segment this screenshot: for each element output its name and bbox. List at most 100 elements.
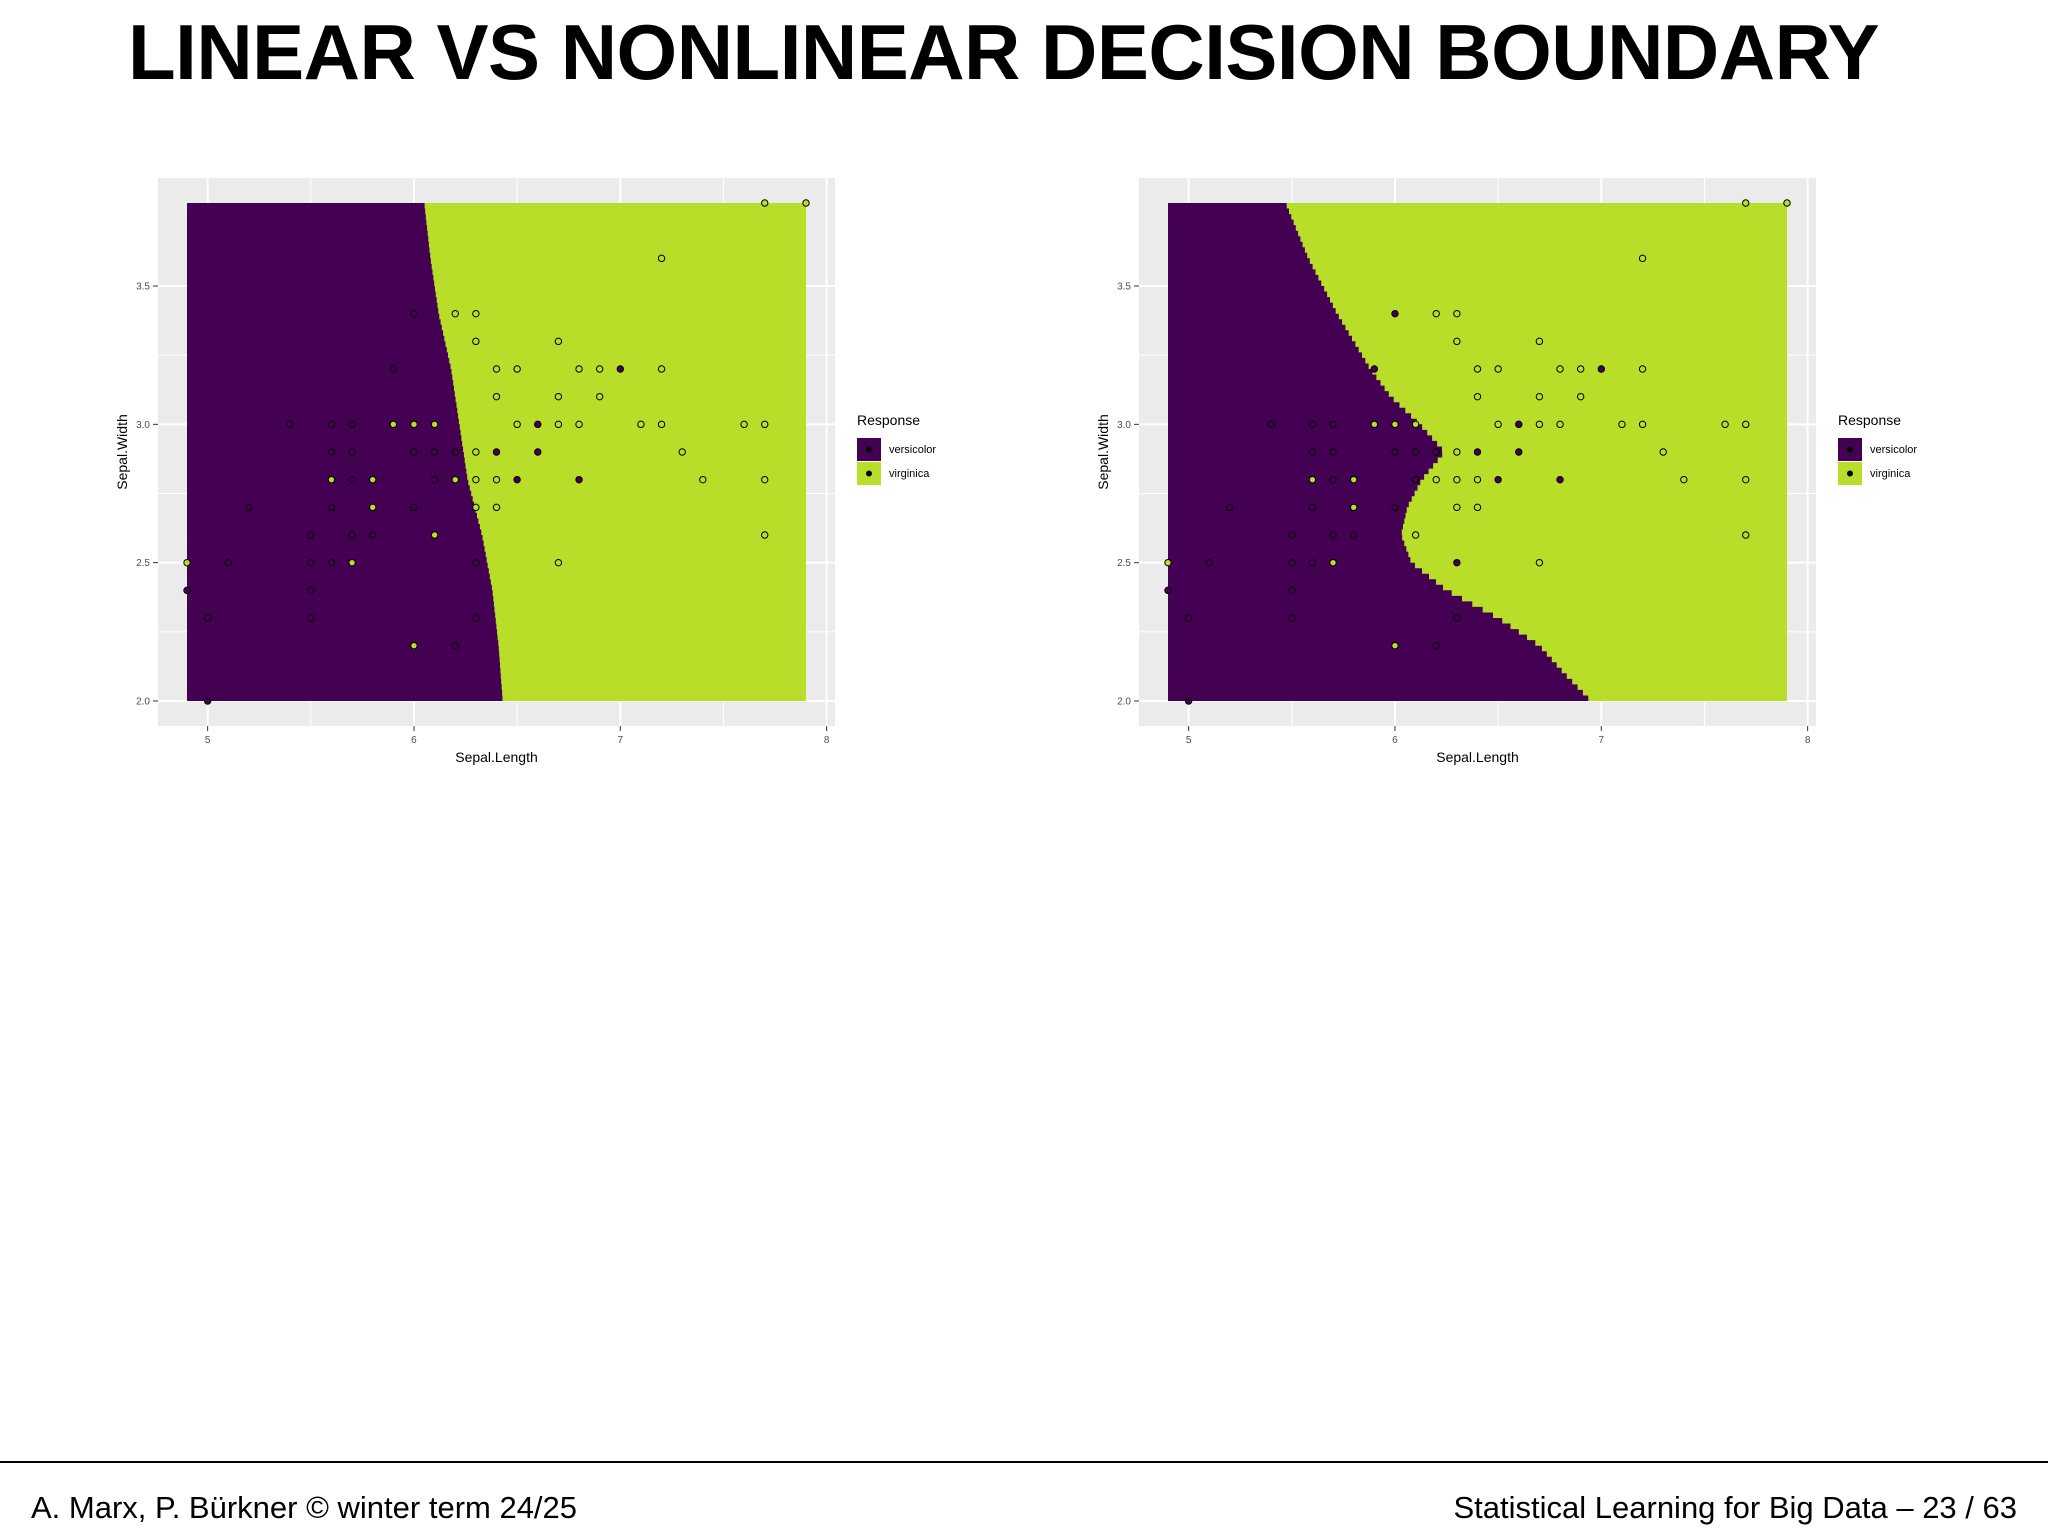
- x-tick-label: 8: [824, 735, 830, 746]
- data-point-versicolor: [203, 697, 212, 705]
- legend-title: Response: [857, 412, 920, 428]
- nonlinear-boundary-plot: 5 6 7 8 2.0 2.5 3.0 3.5 Sepal.Length Sepal.Width R…: [1081, 150, 1961, 790]
- data-point-versicolor: [1288, 531, 1296, 539]
- data-point-virginica: [472, 448, 480, 456]
- slide-title: LINEAR VS NONLINEAR DECISION BOUNDARY: [128, 8, 1880, 96]
- data-point-virginica: [1432, 309, 1440, 318]
- data-point-virginica: [1494, 365, 1502, 373]
- data-point-virginica: [637, 420, 645, 429]
- data-point-virginica: [410, 641, 418, 650]
- data-point-versicolor: [1494, 475, 1502, 484]
- legend-item-versicolor: versicolor: [1838, 438, 1917, 461]
- footer-authors: A. Marx, P. Bürkner © winter term 24/25: [31, 1490, 578, 1525]
- legend-label-virginica: virginica: [1870, 468, 1911, 480]
- data-point-virginica: [1308, 475, 1317, 484]
- y-tick-label: 3.0: [136, 420, 150, 431]
- data-point-versicolor: [327, 503, 336, 512]
- data-point-virginica: [1535, 392, 1544, 401]
- data-point-versicolor: [307, 558, 315, 567]
- data-point-virginica: [1535, 420, 1544, 429]
- data-point-versicolor: [203, 614, 212, 622]
- data-point-virginica: [1680, 475, 1688, 484]
- y-tick-label: 3.5: [1117, 282, 1131, 293]
- x-tick-label: 8: [1805, 735, 1811, 746]
- y-axis-title: Sepal.Width: [1095, 414, 1111, 489]
- data-point-virginica: [513, 420, 521, 429]
- data-point-virginica: [430, 531, 439, 539]
- data-point-virginica: [1432, 475, 1440, 484]
- data-point-virginica: [1350, 475, 1358, 484]
- data-point-virginica: [554, 392, 563, 401]
- legend-label-versicolor: versicolor: [889, 444, 936, 456]
- data-point-versicolor: [1308, 503, 1317, 512]
- data-point-virginica: [761, 199, 769, 207]
- data-point-versicolor: [1515, 420, 1523, 429]
- data-point-versicolor: [327, 420, 336, 429]
- data-point-versicolor: [1411, 475, 1420, 484]
- data-point-virginica: [1453, 448, 1461, 456]
- legend: Response versicolor virginica: [1838, 412, 1917, 485]
- data-point-versicolor: [430, 475, 439, 484]
- legend-key-point: [1847, 446, 1853, 453]
- data-point-versicolor: [1391, 309, 1399, 318]
- data-point-virginica: [802, 199, 810, 207]
- data-point-versicolor: [369, 531, 377, 539]
- legend-key-point: [1847, 470, 1853, 477]
- data-point-versicolor: [307, 586, 315, 595]
- data-point-versicolor: [348, 420, 356, 429]
- data-point-virginica: [761, 475, 769, 484]
- data-point-versicolor: [472, 614, 480, 622]
- data-point-virginica: [657, 254, 666, 263]
- data-point-virginica: [348, 558, 356, 567]
- data-point-virginica: [678, 448, 686, 456]
- data-point-versicolor: [410, 503, 418, 512]
- data-point-versicolor: [307, 531, 315, 539]
- data-point-versicolor: [1329, 420, 1337, 429]
- data-point-virginica: [1659, 448, 1667, 456]
- data-point-versicolor: [1391, 503, 1399, 512]
- data-point-versicolor: [1308, 448, 1317, 456]
- data-point-virginica: [451, 309, 459, 318]
- data-point-versicolor: [1308, 558, 1317, 567]
- data-point-virginica: [554, 558, 563, 567]
- linear-boundary-chart: 5 6 7 8 2.0 2.5 3.0 3.5 Sepal.Length Sepal.Width R…: [114, 178, 936, 765]
- legend-key-point: [866, 470, 872, 477]
- data-point-virginica: [554, 337, 563, 346]
- data-point-virginica: [1473, 392, 1482, 401]
- data-point-virginica: [389, 420, 398, 429]
- x-tick-label: 5: [205, 735, 211, 746]
- data-point-versicolor: [534, 448, 542, 456]
- data-point-virginica: [369, 503, 377, 512]
- data-point-virginica: [369, 475, 377, 484]
- data-point-versicolor: [1453, 614, 1461, 622]
- y-tick-label: 2.0: [1117, 697, 1131, 708]
- data-point-versicolor: [389, 365, 398, 373]
- x-axis-title: Sepal.Length: [455, 749, 538, 765]
- data-point-versicolor: [410, 448, 418, 456]
- data-point-versicolor: [1411, 448, 1420, 456]
- data-point-virginica: [1473, 475, 1482, 484]
- data-point-versicolor: [492, 448, 501, 456]
- data-point-virginica: [1556, 365, 1564, 373]
- data-point-virginica: [492, 392, 501, 401]
- data-point-versicolor: [1391, 448, 1399, 456]
- y-tick-label: 3.5: [136, 282, 150, 293]
- y-axis-title: Sepal.Width: [114, 414, 130, 489]
- data-point-versicolor: [1329, 475, 1337, 484]
- versicolor-region: [1168, 203, 1589, 701]
- data-point-versicolor: [1267, 420, 1275, 429]
- data-point-versicolor: [307, 614, 315, 622]
- data-point-virginica: [1453, 475, 1461, 484]
- data-point-versicolor: [1597, 365, 1605, 373]
- x-tick-label: 7: [1599, 735, 1605, 746]
- data-point-versicolor: [1432, 641, 1440, 650]
- data-point-virginica: [1638, 254, 1647, 263]
- data-point-versicolor: [1432, 448, 1440, 456]
- data-point-virginica: [1576, 365, 1585, 373]
- data-point-virginica: [1391, 641, 1399, 650]
- data-point-versicolor: [224, 558, 232, 567]
- data-point-versicolor: [534, 420, 542, 429]
- data-point-versicolor: [472, 558, 480, 567]
- data-point-versicolor: [327, 558, 336, 567]
- data-point-versicolor: [1350, 531, 1358, 539]
